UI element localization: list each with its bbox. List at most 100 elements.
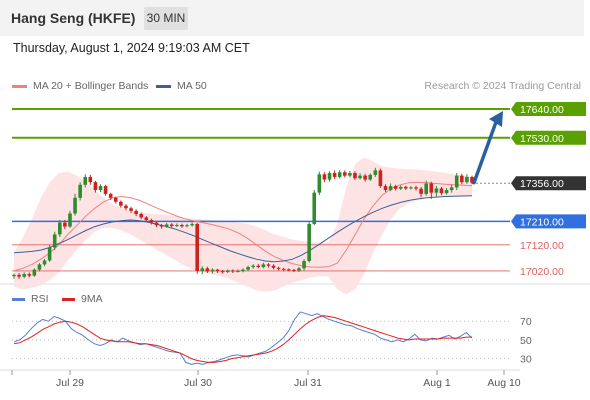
candle	[312, 190, 317, 226]
candle	[17, 273, 21, 279]
candle	[139, 212, 144, 220]
candle	[164, 222, 169, 228]
level-tag	[511, 102, 586, 117]
candle-body	[414, 187, 418, 189]
candle-body	[159, 225, 164, 227]
level-label: 17640.00	[520, 104, 564, 116]
candle-body	[454, 175, 459, 188]
candle	[93, 180, 98, 193]
candle-body	[424, 183, 428, 194]
candle	[42, 258, 47, 267]
candle	[88, 174, 93, 185]
candle	[281, 267, 286, 271]
level-label: 17356.00	[520, 178, 564, 190]
legend-ma50-swatch	[156, 84, 171, 88]
candle-body	[119, 201, 123, 206]
candle	[83, 174, 88, 188]
candle	[342, 170, 347, 178]
candle	[434, 186, 439, 197]
candle	[154, 221, 159, 228]
interval-button[interactable]: 30 MIN	[144, 7, 188, 30]
candle-body	[68, 213, 72, 227]
candle-body	[52, 234, 57, 248]
ma50-line	[13, 195, 473, 263]
legend-ma50-label: MA 50	[177, 80, 207, 92]
candle	[358, 173, 362, 180]
candle-body	[439, 188, 444, 194]
candle	[368, 173, 373, 181]
candle	[271, 264, 276, 270]
candle	[256, 264, 261, 269]
candle-body	[58, 222, 62, 235]
candle-body	[281, 268, 286, 270]
candle	[246, 265, 250, 271]
candle-body	[200, 268, 205, 271]
candle-body	[307, 223, 311, 262]
candle	[52, 231, 57, 251]
candle-body	[37, 264, 42, 270]
candle-body	[210, 269, 215, 272]
candle	[251, 264, 255, 269]
candle-body	[383, 186, 388, 190]
candle-body	[83, 176, 88, 185]
legend-ma20: MA 20 + Bollinger Bands	[12, 80, 148, 92]
candle-body	[22, 274, 26, 277]
candle	[129, 206, 133, 213]
candle-body	[154, 222, 159, 226]
level-label: 17210.00	[520, 216, 564, 228]
candle-body	[322, 174, 327, 180]
candle	[378, 168, 383, 188]
candle-body	[47, 247, 52, 261]
candle-body	[358, 175, 362, 179]
candle	[414, 185, 418, 191]
candle-body	[190, 223, 194, 226]
candle	[353, 171, 357, 181]
candle	[444, 187, 449, 195]
candle-body	[180, 224, 184, 227]
x-tick-label: Jul 29	[56, 377, 84, 389]
level-label: 17530.00	[520, 133, 564, 145]
candle	[73, 193, 77, 216]
candle-body	[12, 274, 16, 277]
candle-body	[404, 186, 408, 189]
candle-body	[398, 186, 403, 189]
candle-body	[113, 197, 118, 202]
candle-body	[348, 173, 352, 176]
candle	[460, 173, 464, 185]
candle-body	[276, 267, 281, 269]
candle-body	[378, 170, 383, 187]
level-tag	[511, 176, 586, 191]
candle	[297, 267, 301, 272]
candle	[149, 218, 154, 225]
candle-body	[470, 176, 474, 183]
candle-body	[236, 270, 240, 272]
candle-body	[215, 269, 220, 272]
rsi-tick-label: 30	[520, 354, 532, 366]
candle-body	[134, 210, 138, 215]
candle	[27, 272, 32, 278]
candle	[220, 269, 225, 274]
candle	[429, 181, 434, 199]
legend-ma50: MA 50	[156, 80, 207, 92]
candle-body	[342, 172, 347, 176]
candle	[449, 184, 454, 193]
candle	[322, 172, 327, 183]
candle-body	[444, 190, 449, 194]
candle-body	[98, 186, 103, 190]
candle	[266, 263, 271, 268]
timestamp: Thursday, August 1, 2024 9:19:03 AM CET	[13, 41, 250, 55]
instrument-title: Hang Seng (HKFE)	[11, 10, 136, 26]
candle	[205, 266, 210, 274]
candle	[47, 244, 52, 262]
level-label: 17020.00	[520, 266, 564, 278]
candle-body	[175, 224, 179, 227]
candle-body	[195, 223, 199, 271]
candle-body	[337, 172, 342, 177]
candle	[32, 268, 37, 277]
candle	[383, 184, 388, 193]
candle	[337, 170, 342, 179]
candle-body	[32, 269, 37, 276]
candle-body	[42, 260, 47, 265]
candle-body	[261, 264, 266, 268]
